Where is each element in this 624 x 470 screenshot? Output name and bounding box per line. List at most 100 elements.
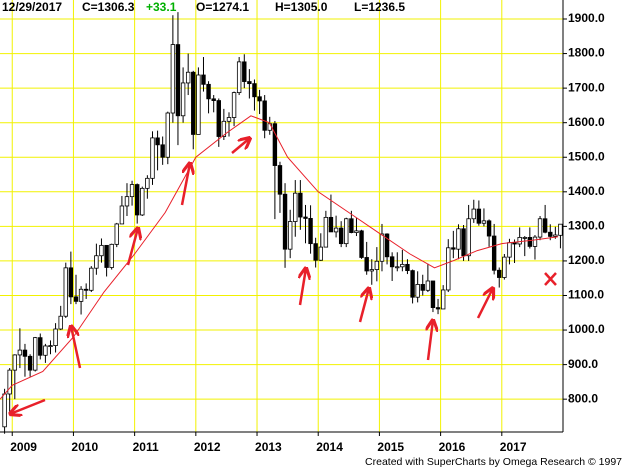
candle-body [170,44,176,114]
x-tick-label: 2016 [439,440,466,454]
y-tick-label: 1900.0 [568,11,605,25]
candle-body [517,237,522,245]
candle-body [430,280,436,308]
candle-body [27,355,33,371]
candle-body [446,247,451,291]
y-tick-label: 1000.0 [568,322,605,336]
x-tick-label: 2014 [316,440,343,454]
candle-body [395,266,400,269]
candle-body [247,81,252,85]
candle-body [226,117,232,122]
x-tick-label: 2010 [71,440,98,454]
candle-body [507,242,512,258]
x-tick-label: 2011 [133,440,159,454]
candle-body [267,123,272,131]
candle-body [58,315,63,330]
candle-body [140,187,145,216]
candle-body [191,71,196,135]
candle-body [180,82,186,117]
candle-body [537,218,543,238]
header-date: 12/29/2017 [2,0,62,14]
candle-body [145,177,150,189]
candle-body [532,236,538,247]
candle-body [481,220,487,224]
x-tick-label: 2013 [255,440,282,454]
candle-body [262,100,267,131]
candle-body [109,243,114,268]
candle-body [73,296,79,302]
header-open: O=1274.1 [196,0,249,14]
arrow [358,288,369,323]
candle-body [221,120,227,137]
candle-body [165,112,170,158]
arrow [300,268,306,306]
x-tick-label: 2017 [500,440,527,454]
candle-body [32,337,38,371]
candle-body [558,223,563,236]
arrow [428,320,433,361]
candle-body [89,267,94,291]
y-tick-label: 1700.0 [568,80,605,94]
candle-body [420,284,425,291]
candle-body [384,233,390,258]
candle-body [369,269,374,272]
candle-body [282,193,288,250]
candle-body [257,96,262,102]
candle-body [206,83,211,100]
y-tick-label: 1800.0 [568,46,605,60]
annotation-arrows [10,138,557,414]
candle-body [287,221,293,250]
candle-body [53,328,58,347]
candle-body [83,288,89,291]
candle-body [548,231,553,237]
candle-body [303,216,308,219]
candle-body [456,228,461,250]
candle-body [425,280,431,291]
x-mark [544,272,557,286]
arrow [231,138,250,154]
candle-body [12,354,18,371]
candle-body [553,234,558,237]
candle-body [2,393,7,428]
y-tick-label: 1500.0 [568,149,605,163]
candle-body [502,256,507,278]
candle-body [400,263,405,268]
candle-body [63,267,68,317]
candle-body [338,227,344,245]
candle-body [201,74,206,85]
candle-body [354,230,359,233]
footer-credit: Created with SuperCharts by Omega Resear… [365,456,622,468]
candle-body [124,196,130,207]
y-tick-label: 900.0 [568,357,598,371]
candle-body [451,247,456,250]
candle-body [216,100,221,137]
candle-body [527,237,533,247]
y-tick-label: 1200.0 [568,253,605,267]
candle-body [522,237,527,239]
arrow [71,326,82,369]
candle-body [405,263,410,272]
moving-average-line [0,115,559,400]
candle-body [160,144,165,158]
candle-body [461,228,466,257]
candle-body [150,137,155,179]
candle-body [486,220,492,237]
candle-body [440,289,446,310]
candle-body [466,218,471,257]
candle-body [48,345,53,348]
y-tick-label: 800.0 [568,391,598,405]
y-tick-label: 1600.0 [568,115,605,129]
candle-body [129,184,135,198]
candle-body [542,218,548,233]
candle-body [185,71,191,84]
x-tick-label: 2009 [10,440,37,454]
header-low: L=1236.5 [354,0,405,14]
candle-body [374,260,380,270]
x-tick-label: 2015 [377,440,404,454]
candle-body [17,349,23,356]
candle-body [333,227,339,233]
candle-body [328,216,334,233]
candle-body [104,244,109,268]
candle-body [242,61,247,82]
